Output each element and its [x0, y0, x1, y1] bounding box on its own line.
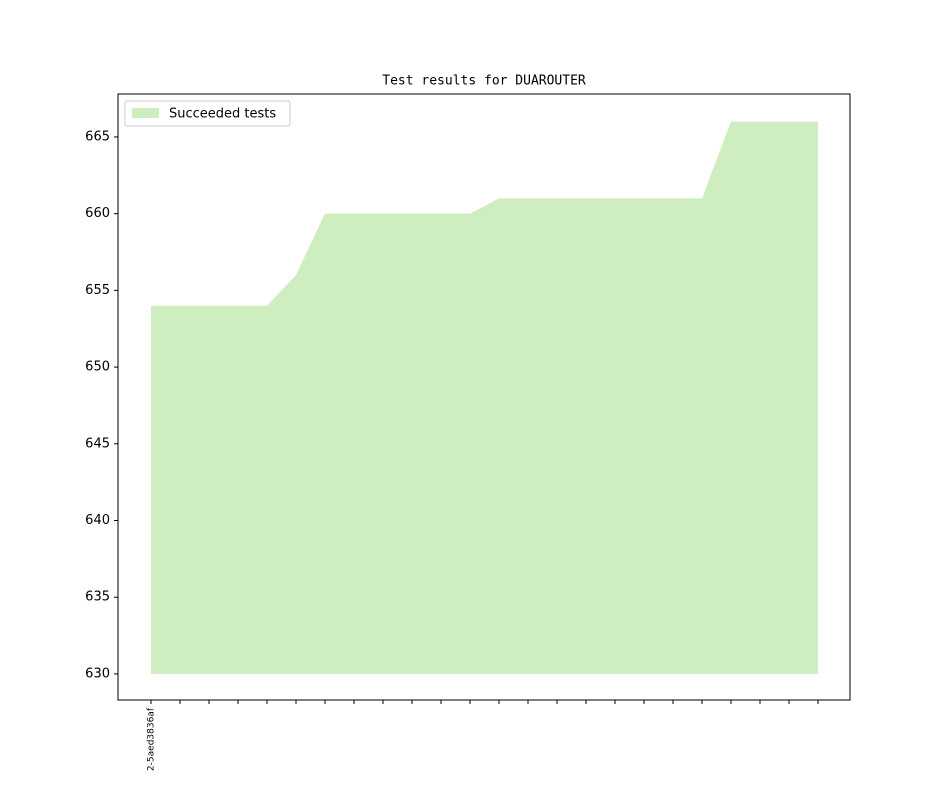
legend-swatch — [132, 108, 159, 118]
y-tick-label: 650 — [85, 360, 110, 375]
legend: Succeeded tests — [124, 100, 291, 127]
y-tick-label: 635 — [85, 590, 110, 605]
y-tick-label: 660 — [85, 206, 110, 221]
y-tick-label: 640 — [85, 513, 110, 528]
chart-title: Test results for DUAROUTER — [382, 74, 586, 89]
y-tick-label: 645 — [85, 436, 110, 451]
plot-frame — [117, 93, 851, 701]
y-tick-label: 630 — [85, 666, 110, 681]
x-tick-label: 2-5aed3836af — [147, 707, 157, 771]
area — [151, 121, 818, 674]
legend-label: Succeeded tests — [169, 107, 276, 122]
y-tick-label: 665 — [85, 129, 110, 144]
y-tick-label: 655 — [85, 283, 110, 298]
legend-box — [124, 100, 291, 127]
